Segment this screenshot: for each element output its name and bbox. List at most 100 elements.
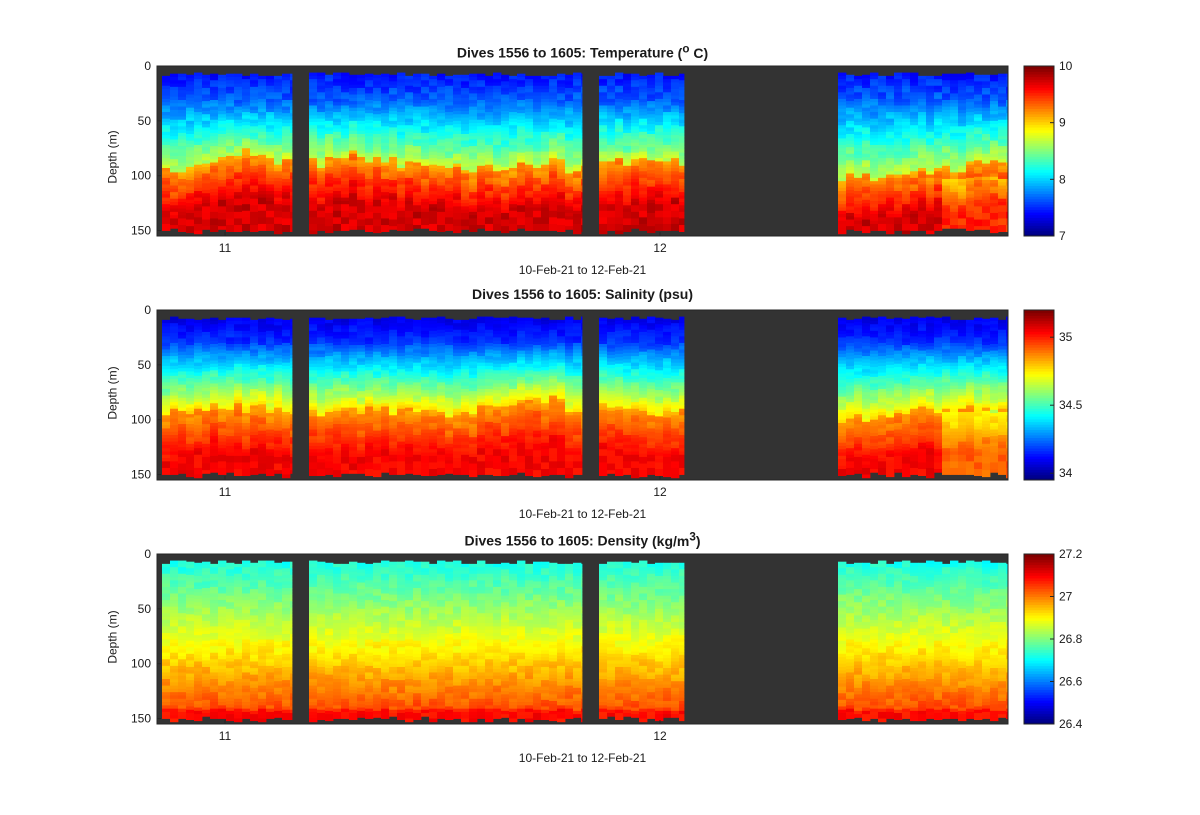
heatmap-cell (533, 217, 542, 222)
heatmap-cell (202, 226, 211, 230)
heatmap-cell (854, 89, 863, 93)
heatmap-cell (234, 462, 243, 467)
heatmap-cell (870, 151, 879, 156)
heatmap-cell (381, 80, 390, 84)
heatmap-cell (607, 171, 616, 175)
heatmap-cell (565, 180, 574, 184)
heatmap-cell (639, 128, 648, 133)
heatmap-cell (274, 361, 283, 366)
heatmap-cell (655, 98, 664, 103)
heatmap-cell (258, 174, 267, 179)
heatmap-cell (282, 398, 291, 403)
heatmap-cell (485, 148, 494, 152)
heatmap-cell (910, 181, 919, 185)
heatmap-cell (178, 73, 187, 78)
heatmap-cell (381, 185, 390, 190)
heatmap-cell (282, 431, 291, 436)
heatmap-cell (854, 82, 863, 87)
heatmap-cell (258, 148, 267, 152)
heatmap-cell (838, 227, 847, 231)
heatmap-cell (942, 106, 951, 111)
heatmap-cell (615, 151, 624, 156)
heatmap-cell (274, 230, 283, 235)
heatmap-cell (234, 446, 243, 450)
heatmap-cell (186, 351, 195, 356)
heatmap-cell (838, 98, 847, 103)
heatmap-cell (258, 200, 267, 205)
heatmap-cell (902, 144, 911, 149)
heatmap-cell (623, 109, 632, 114)
heatmap-cell (958, 113, 967, 117)
heatmap-cell (517, 178, 526, 183)
heatmap-cell (437, 123, 446, 127)
heatmap-cell (453, 91, 462, 95)
heatmap-cell (282, 169, 291, 173)
heatmap-cell (445, 125, 454, 129)
heatmap-cell (679, 90, 685, 94)
heatmap-cell (170, 336, 179, 341)
heatmap-cell (290, 417, 293, 422)
heatmap-cell (373, 226, 382, 230)
heatmap-cell (581, 205, 583, 209)
heatmap-cell (647, 127, 656, 132)
heatmap-cell (365, 182, 374, 186)
heatmap-cell (846, 153, 855, 158)
heatmap-cell (854, 181, 863, 185)
heatmap-cell (218, 160, 227, 165)
heatmap-cell (533, 177, 542, 182)
heatmap-cell (258, 318, 267, 323)
heatmap-cell (950, 221, 959, 226)
heatmap-cell (838, 181, 847, 185)
heatmap-cell (218, 226, 227, 230)
heatmap-cell (234, 152, 243, 157)
heatmap-cell (966, 121, 975, 126)
heatmap-cell (663, 141, 672, 146)
heatmap-cell (679, 178, 685, 183)
heatmap-cell (639, 161, 648, 166)
heatmap-cell (926, 217, 935, 222)
heatmap-cell (910, 98, 919, 103)
heatmap-cell (942, 139, 951, 144)
heatmap-cell (357, 157, 366, 161)
heatmap-cell (615, 98, 624, 103)
heatmap-cell (178, 460, 187, 464)
heatmap-cell (910, 177, 919, 182)
heatmap-cell (958, 86, 967, 91)
heatmap-cell (599, 217, 608, 222)
heatmap-cell (226, 357, 235, 361)
heatmap-cell (862, 91, 871, 95)
heatmap-cell (437, 73, 446, 78)
heatmap-cell (234, 370, 243, 375)
heatmap-cell (958, 208, 967, 213)
heatmap-cell (477, 139, 486, 144)
heatmap-cell (631, 155, 640, 160)
heatmap-cell (1006, 211, 1009, 216)
heatmap-cell (607, 204, 616, 208)
heatmap-cell (437, 188, 446, 193)
heatmap-cell (565, 124, 574, 128)
heatmap-cell (894, 121, 903, 126)
heatmap-cell (525, 85, 534, 90)
heatmap-cell (982, 163, 991, 168)
heatmap-cell (210, 416, 219, 421)
heatmap-cell (250, 106, 259, 111)
heatmap-cell (469, 142, 478, 147)
heatmap-cell (218, 78, 227, 82)
heatmap-cell (607, 187, 616, 192)
heatmap-cell (437, 218, 446, 223)
heatmap-cell (679, 73, 685, 78)
heatmap-cell (226, 215, 235, 219)
heatmap-cell (397, 158, 406, 162)
heatmap-cell (242, 151, 251, 156)
heatmap-cell (647, 124, 656, 128)
colorbar-step (1024, 121, 1054, 125)
colorbar-step (1024, 180, 1054, 184)
heatmap-cell (950, 218, 959, 223)
heatmap-cell (309, 230, 318, 235)
heatmap-cell (389, 180, 398, 184)
heatmap-cell (397, 187, 406, 192)
heatmap-cell (565, 173, 574, 178)
heatmap-cell (341, 148, 350, 152)
heatmap-cell (671, 187, 680, 192)
heatmap-cell (934, 131, 943, 136)
